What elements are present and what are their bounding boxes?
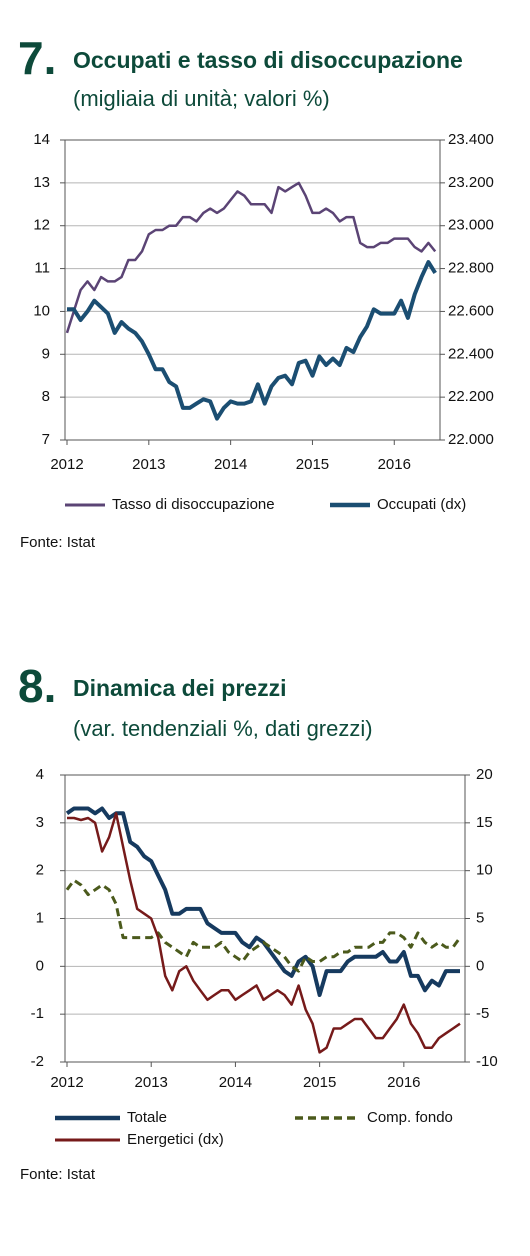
chart-number: 8. — [18, 660, 56, 712]
y-tick-label: 0 — [36, 957, 44, 974]
y-tick-label: 11 — [34, 260, 50, 277]
source-note: Fonte: Istat — [20, 534, 96, 551]
y2-tick-label: 22.000 — [448, 431, 494, 448]
y2-tick-label: 22.400 — [448, 345, 494, 362]
legend-label: Totale — [127, 1109, 167, 1126]
x-tick-label: 2015 — [303, 1074, 336, 1091]
series-line — [67, 260, 437, 421]
y-tick-label: 3 — [36, 814, 44, 831]
y2-tick-label: 0 — [476, 957, 484, 974]
x-tick-label: 2012 — [50, 456, 83, 473]
x-tick-label: 2016 — [378, 456, 411, 473]
x-tick-label: 2013 — [132, 456, 165, 473]
x-tick-label: 2013 — [135, 1074, 168, 1091]
y-tick-label: 13 — [33, 174, 50, 191]
x-tick-label: 2012 — [50, 1074, 83, 1091]
chart-title: Dinamica dei prezzi — [73, 675, 286, 701]
y-tick-label: 9 — [42, 345, 50, 362]
y-tick-label: 14 — [33, 131, 50, 148]
x-tick-label: 2014 — [219, 1074, 252, 1091]
y-tick-label: 8 — [42, 388, 50, 405]
x-tick-label: 2015 — [296, 456, 329, 473]
chart-subtitle: (migliaia di unità; valori %) — [73, 86, 330, 111]
y2-tick-label: 22.600 — [448, 302, 494, 319]
y2-tick-label: 23.200 — [448, 174, 494, 191]
y-tick-label: 4 — [36, 766, 44, 783]
series-line — [67, 812, 461, 1054]
legend-label: Comp. fondo — [367, 1109, 453, 1126]
y2-tick-label: -10 — [476, 1053, 498, 1070]
x-tick-label: 2014 — [214, 456, 247, 473]
y2-tick-label: 22.200 — [448, 388, 494, 405]
x-tick-label: 2016 — [387, 1074, 420, 1091]
y2-tick-label: 10 — [476, 862, 493, 879]
y2-tick-label: 20 — [476, 766, 493, 783]
y2-tick-label: -5 — [476, 1005, 489, 1022]
chart-number: 7. — [18, 32, 56, 84]
series-line — [65, 806, 460, 997]
y2-tick-label: 15 — [476, 814, 493, 831]
y-tick-label: 7 — [42, 431, 50, 448]
y-tick-label: 12 — [33, 217, 50, 234]
y-tick-label: 1 — [36, 909, 44, 926]
legend-label: Occupati (dx) — [377, 496, 466, 513]
series-line — [65, 878, 462, 973]
series-line — [65, 181, 437, 334]
y-tick-label: 2 — [36, 862, 44, 879]
legend-label: Tasso di disoccupazione — [112, 496, 275, 513]
chart-subtitle: (var. tendenziali %, dati grezzi) — [73, 716, 373, 741]
y-tick-label: 10 — [33, 302, 50, 319]
legend-label: Energetici (dx) — [127, 1131, 224, 1148]
y-tick-label: -1 — [31, 1005, 44, 1022]
plot-frame — [64, 774, 466, 1063]
plot-frame — [64, 139, 441, 441]
y2-tick-label: 22.800 — [448, 260, 494, 277]
y2-tick-label: 5 — [476, 909, 484, 926]
chart-title: Occupati e tasso di disoccupazione — [73, 47, 463, 73]
y2-tick-label: 23.400 — [448, 131, 494, 148]
source-note: Fonte: Istat — [20, 1166, 96, 1183]
y-tick-label: -2 — [31, 1053, 44, 1070]
y2-tick-label: 23.000 — [448, 217, 494, 234]
